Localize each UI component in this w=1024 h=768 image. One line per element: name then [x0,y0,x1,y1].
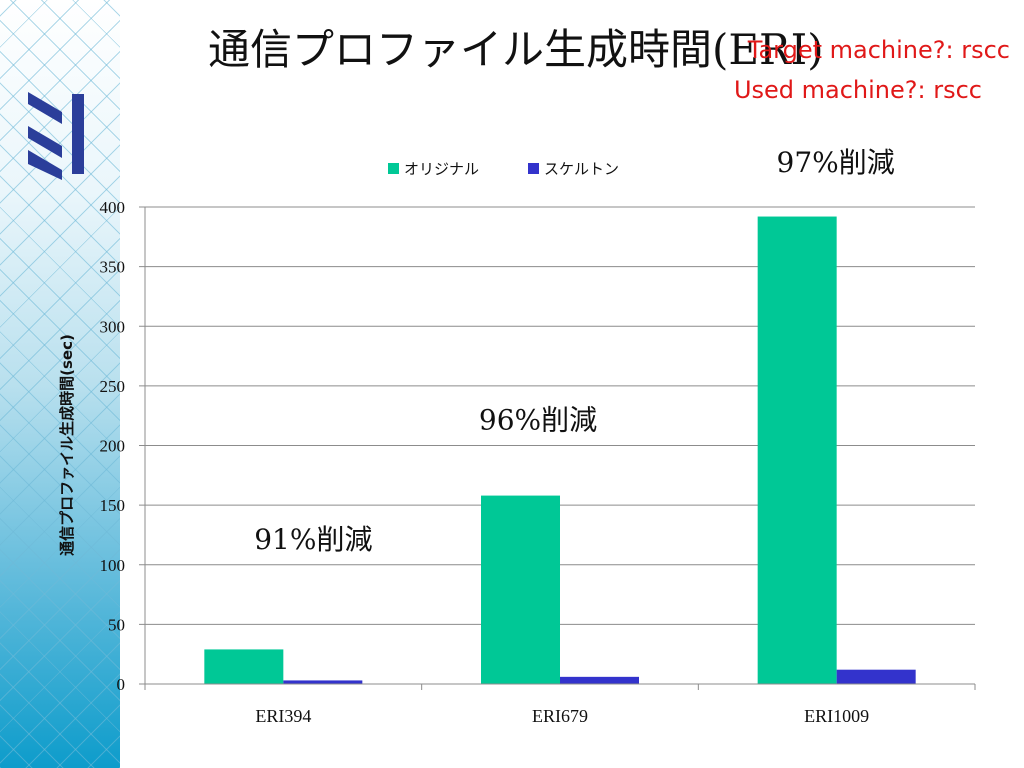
bar-skeleton [283,680,363,684]
y-tick-label: 150 [100,496,126,515]
x-tick-label: ERI394 [255,706,311,726]
axes [139,206,976,690]
y-tick-label: 350 [100,258,126,277]
legend-label: スケルトン [544,160,619,178]
annotation-background [449,399,627,442]
legend-label: オリジナル [404,160,479,178]
y-tick-label: 400 [100,198,126,217]
reduction-annotation: 97%削減 [777,146,895,179]
bars [204,216,916,685]
bar-skeleton [836,669,916,684]
y-axis-label: 通信プロファイル生成時間(sec) [58,334,76,556]
reduction-annotation: 96%削減 [479,404,597,437]
tick-labels: 0 50 100 150 200 250 300 350 400 ERI394 ERI679 ERI1… [100,198,870,726]
y-tick-label: 200 [100,437,126,456]
y-tick-label: 50 [108,615,125,634]
legend-swatch [388,163,399,174]
reduction-annotation: 91%削減 [254,523,372,556]
bar-original [757,216,837,685]
side-lattice-pattern [0,0,120,768]
logo-icon [28,92,84,180]
slide-title: 通信プロファイル生成時間(ERI) [208,25,824,74]
annotation-background [746,142,925,184]
x-tick-label: ERI679 [532,706,588,726]
used-machine-note: Used machine?: rscc [733,76,982,104]
bar-skeleton [560,676,639,684]
y-tick-label: 250 [100,377,126,396]
y-tick-label: 100 [100,556,126,575]
legend-swatch [528,163,539,174]
legend: オリジナル スケルトン [388,160,619,178]
bar-original [481,495,560,684]
y-tick-label: 0 [117,675,126,694]
bar-original [204,649,284,684]
x-tick-label: ERI1009 [804,706,869,726]
target-machine-note: Target machine?: rscc [747,36,1010,64]
y-tick-label: 300 [100,317,126,336]
annotations: 91%削減 96%削減 97%削減 [224,142,925,561]
annotation-background [224,518,403,561]
